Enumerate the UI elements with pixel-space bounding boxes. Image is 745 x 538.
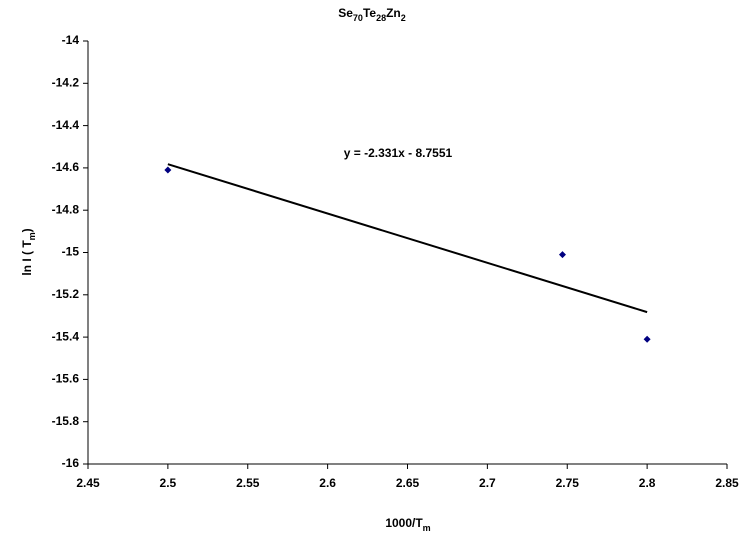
trendline	[167, 163, 648, 314]
x-tick-label: 2.6	[319, 476, 336, 490]
text-run: Te	[363, 6, 376, 20]
text-run: )	[20, 228, 34, 232]
chart-title: Se70Te28Zn2	[338, 6, 406, 23]
subscript: m	[423, 523, 431, 533]
y-tick-label: -14.2	[52, 75, 80, 89]
y-tick-label: -14.8	[52, 202, 80, 216]
text-run: Zn	[386, 6, 401, 20]
y-tick-label: -14.6	[52, 160, 80, 174]
y-axis-label: ln I ( Tm)	[20, 228, 37, 275]
x-tick-label: 2.7	[479, 476, 496, 490]
y-tick-label: -15.6	[52, 372, 80, 386]
x-tick-label: 2.5	[160, 476, 177, 490]
subscript: 2	[401, 13, 406, 23]
text-run: Se	[338, 6, 353, 20]
y-tick-label: -14.4	[52, 118, 80, 132]
data-point	[643, 335, 651, 343]
subscript: m	[27, 232, 37, 240]
subscript: 28	[376, 13, 386, 23]
x-tick-label: 2.8	[639, 476, 656, 490]
y-tick-label: -16	[62, 456, 80, 470]
x-axis-label: 1000/Tm	[385, 516, 430, 533]
subscript: 70	[353, 13, 363, 23]
text-run: 1000/T	[385, 516, 423, 530]
x-tick-label: 2.45	[76, 476, 100, 490]
y-tick-label: -14	[62, 33, 80, 47]
x-tick-label: 2.85	[715, 476, 739, 490]
text-run: ln I ( T	[20, 240, 34, 276]
y-tick-label: -15.4	[52, 329, 80, 343]
data-point	[558, 251, 566, 259]
x-tick-label: 2.65	[396, 476, 420, 490]
x-tick-label: 2.75	[556, 476, 580, 490]
trendline-equation: y = -2.331x - 8.7551	[344, 146, 453, 160]
y-tick-label: -15.8	[52, 414, 80, 428]
y-tick-label: -15	[62, 245, 80, 259]
y-tick-label: -15.2	[52, 287, 80, 301]
data-point	[164, 166, 172, 174]
x-tick-label: 2.55	[236, 476, 260, 490]
